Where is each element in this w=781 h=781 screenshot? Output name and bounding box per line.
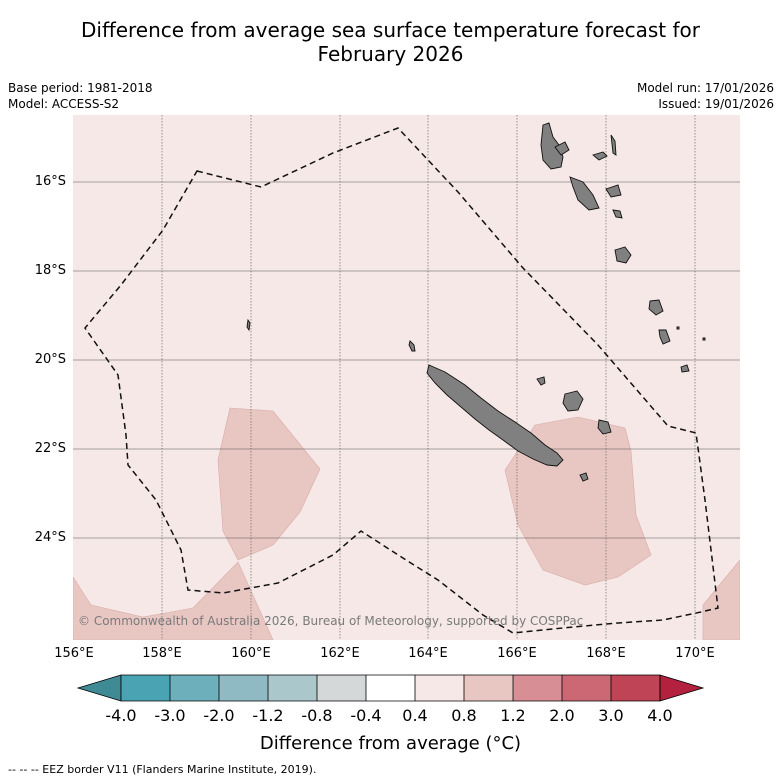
chesterfield-islands — [246, 318, 251, 332]
colorbar-bin-11 — [611, 675, 660, 701]
vanuatu-efate — [614, 246, 632, 264]
colorbar-tick-12: 4.0 — [647, 706, 673, 725]
gridlines — [161, 115, 696, 640]
vanuatu-pentecost — [610, 134, 617, 156]
issued-date: Issued: 19/01/2026 — [658, 97, 774, 111]
eez-footnote: -- -- -- EEZ border V11 (Flanders Marine… — [8, 763, 317, 776]
lat-label-24s: 24°S — [34, 530, 66, 545]
vanuatu-ambrym — [605, 184, 622, 198]
colorbar-bin-6 — [366, 675, 415, 701]
vanuatu-malakula — [569, 176, 600, 211]
vanuatu-ambae — [592, 151, 608, 161]
vanuatu-espiritu-santo — [540, 122, 564, 170]
anomaly-patches — [73, 407, 740, 640]
vanuatu-malo — [554, 141, 570, 156]
colorbar-bin-7 — [415, 675, 464, 701]
lon-label-168e: 168°E — [586, 646, 626, 661]
colorbar-bin-5 — [317, 675, 366, 701]
lon-label-164e: 164°E — [408, 646, 448, 661]
colorbar-bin-1 — [121, 675, 170, 701]
mare-island — [597, 419, 612, 435]
lat-label-22s: 22°S — [34, 441, 66, 456]
meta-right: Model run: 17/01/2026 Issued: 19/01/2026 — [637, 80, 774, 112]
lifou-island — [562, 390, 584, 412]
colorbar-tick-1: -4.0 — [105, 706, 137, 725]
anomaly-patch-southwest — [73, 561, 274, 640]
vanuatu-aneityum — [680, 364, 690, 373]
chart-title: Difference from average sea surface temp… — [0, 18, 781, 66]
model-name: Model: ACCESS-S2 — [8, 97, 120, 111]
lon-label-166e: 166°E — [497, 646, 537, 661]
colorbar-bin-3 — [219, 675, 268, 701]
anomaly-patch-west — [217, 407, 321, 561]
colorbar-tick-11: 3.0 — [598, 706, 624, 725]
vanuatu-epi — [612, 209, 623, 219]
colorbar-low-extension — [76, 674, 122, 702]
model-run: Model run: 17/01/2026 — [636, 81, 774, 95]
colorbar-bin-8 — [464, 675, 513, 701]
isle-of-pines — [579, 472, 589, 482]
map-area: © Commonwealth of Australia 2026, Bureau… — [73, 115, 740, 640]
colorbar-bin-9 — [513, 675, 562, 701]
colorbar-high-extension — [659, 674, 705, 702]
lat-label-20s: 20°S — [34, 352, 66, 367]
colorbar-tick-9: 1.2 — [500, 706, 526, 725]
colorbar-tick-7: 0.4 — [402, 706, 428, 725]
land-masses — [246, 122, 706, 482]
lat-label-18s: 18°S — [34, 263, 66, 278]
belep-islands — [408, 340, 416, 352]
lon-label-160e: 160°E — [231, 646, 271, 661]
colorbar-tick-3: -2.0 — [203, 706, 235, 725]
colorbar-tick-8: 0.8 — [451, 706, 477, 725]
lon-label-156e: 156°E — [54, 646, 94, 661]
colorbar-tick-6: -0.4 — [350, 706, 382, 725]
base-period: Base period: 1981-2018 — [8, 81, 153, 95]
colorbar — [76, 674, 705, 702]
copyright-notice: © Commonwealth of Australia 2026, Bureau… — [78, 614, 584, 628]
title-line-2: February 2026 — [317, 42, 464, 66]
colorbar-bin-4 — [268, 675, 317, 701]
lat-gridlines — [73, 181, 740, 539]
meta-left: Base period: 1981-2018 Model: ACCESS-S2 — [8, 80, 153, 112]
matthew-island — [676, 326, 680, 330]
colorbar-tick-10: 2.0 — [549, 706, 575, 725]
title-line-1: Difference from average sea surface temp… — [80, 18, 700, 42]
anomaly-patch-southeast — [702, 559, 740, 640]
colorbar-dividers — [120, 674, 661, 702]
lon-label-162e: 162°E — [320, 646, 360, 661]
colorbar-tick-5: -0.8 — [301, 706, 333, 725]
vanuatu-erromango — [648, 299, 664, 316]
colorbar-tick-4: -1.2 — [252, 706, 284, 725]
new-caledonia-grande-terre — [426, 364, 564, 467]
hunter-island — [702, 337, 706, 341]
colorbar-title: Difference from average (°C) — [259, 733, 522, 754]
lat-label-16s: 16°S — [34, 174, 66, 189]
vanuatu-tanna — [658, 329, 671, 345]
ouvea-island — [536, 376, 546, 386]
colorbar-bin-2 — [170, 675, 219, 701]
lon-label-170e: 170°E — [675, 646, 715, 661]
eez-border — [84, 127, 719, 634]
colorbar-tick-2: -3.0 — [154, 706, 186, 725]
colorbar-bin-10 — [562, 675, 611, 701]
lon-label-158e: 158°E — [142, 646, 182, 661]
map-svg — [73, 115, 740, 640]
